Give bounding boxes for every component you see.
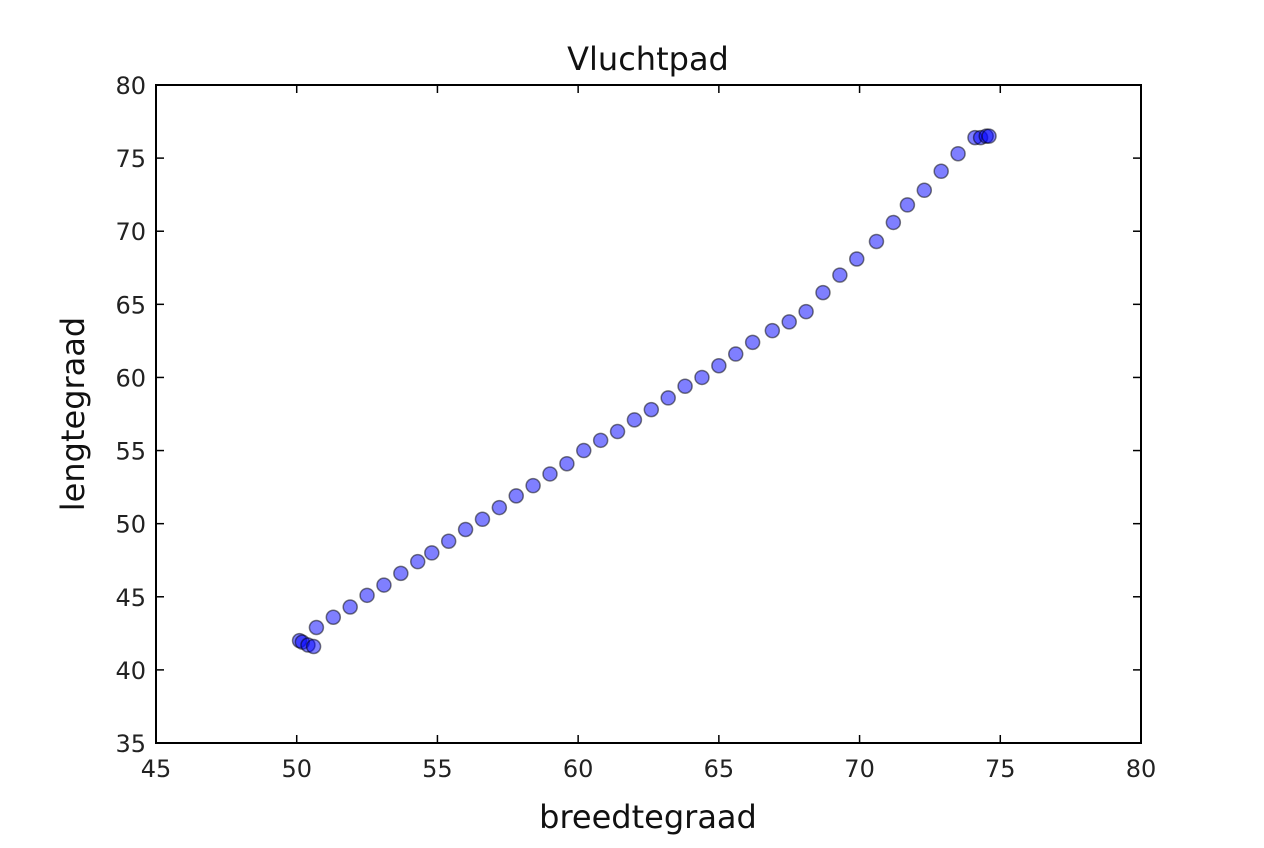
data-point	[981, 128, 997, 144]
data-point	[393, 565, 409, 582]
data-point	[325, 609, 342, 625]
x-tick-label: 60	[563, 755, 594, 783]
data-point	[342, 599, 358, 615]
y-axis-label: lengtegraad	[54, 317, 92, 511]
data-point	[609, 423, 626, 440]
data-point	[744, 334, 761, 351]
y-tick-label: 65	[115, 291, 146, 319]
x-tick-label: 45	[141, 755, 172, 783]
axis-ticks: 45 50 55 60 65 70 75 80 35 40 45 50 55 60 65 70 75 80	[115, 72, 1156, 783]
x-tick-label: 80	[1126, 755, 1157, 783]
data-point	[950, 145, 966, 162]
y-tick-label: 70	[115, 218, 146, 246]
data-point	[643, 401, 660, 418]
data-point	[764, 322, 781, 339]
data-point	[525, 477, 541, 494]
data-point	[798, 303, 814, 320]
data-point	[424, 545, 440, 561]
data-point	[559, 455, 575, 472]
data-point	[711, 357, 727, 374]
x-tick-label: 70	[844, 755, 875, 783]
data-point	[677, 378, 693, 394]
data-point	[727, 346, 744, 362]
data-point	[508, 488, 524, 504]
data-point	[474, 511, 491, 528]
data-point	[781, 314, 797, 330]
y-tick-label: 60	[115, 364, 146, 392]
data-point	[376, 577, 392, 593]
y-tick-label: 75	[115, 145, 146, 173]
y-tick-label: 40	[115, 657, 146, 685]
y-tick-label: 45	[115, 584, 146, 612]
data-point	[457, 521, 474, 538]
data-point	[576, 442, 592, 459]
data-point	[660, 390, 676, 406]
data-point	[916, 182, 933, 199]
chart-title: Vluchtpad	[567, 40, 729, 78]
data-point	[868, 233, 885, 250]
data-point	[542, 466, 558, 482]
data-point	[626, 412, 643, 428]
data-point	[305, 638, 322, 655]
y-tick-label: 55	[115, 438, 146, 466]
y-tick-label: 50	[115, 511, 146, 539]
data-point	[815, 284, 831, 301]
x-tick-label: 65	[704, 755, 735, 783]
data-point	[308, 619, 325, 636]
data-point	[694, 369, 710, 386]
data-point	[592, 432, 609, 449]
data-point	[409, 553, 426, 570]
data-point	[359, 587, 375, 604]
data-point	[885, 214, 902, 231]
data-point	[899, 197, 916, 213]
y-tick-label: 80	[115, 72, 146, 100]
data-point	[849, 251, 865, 267]
data-point	[832, 267, 848, 283]
data-point	[933, 163, 949, 180]
plot-frame	[155, 84, 1142, 744]
x-axis-label: breedtegraad	[539, 798, 757, 836]
x-tick-label: 55	[422, 755, 453, 783]
data-points	[291, 128, 997, 655]
y-tick-label: 35	[115, 730, 146, 758]
data-point	[440, 533, 457, 549]
x-tick-label: 75	[985, 755, 1016, 783]
data-point	[491, 499, 508, 516]
x-tick-label: 50	[281, 755, 312, 783]
